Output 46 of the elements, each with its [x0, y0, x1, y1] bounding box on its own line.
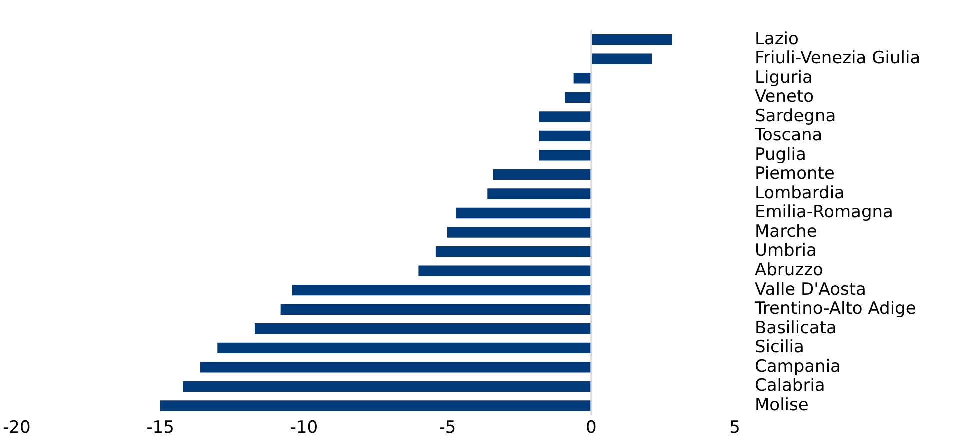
bar — [292, 285, 592, 296]
x-tick-label: -5 — [439, 418, 456, 438]
bar — [539, 130, 592, 142]
y-tick-label: Puglia — [755, 144, 806, 165]
y-tick-label: Lombardia — [755, 183, 845, 204]
y-tick-label: Veneto — [755, 87, 814, 108]
y-tick-label: Sardegna — [755, 106, 836, 126]
y-tick-label: Marche — [755, 222, 818, 242]
y-tick-label: Lazio — [755, 29, 799, 50]
y-tick-label: Piemonte — [755, 164, 835, 184]
bar — [591, 34, 672, 46]
bar — [488, 188, 592, 200]
bar — [493, 169, 592, 180]
bar — [539, 150, 592, 161]
y-tick-label: Friuli-Venezia Giulia — [755, 48, 921, 69]
bar — [591, 54, 652, 64]
bar — [565, 92, 592, 103]
y-tick-label: Molise — [755, 395, 809, 416]
y-tick-label: Emilia-Romagna — [755, 202, 894, 223]
y-tick-label: Calabria — [755, 376, 826, 396]
bar — [436, 246, 592, 258]
y-tick-label: Abruzzo — [755, 260, 824, 280]
y-tick-label: Umbria — [755, 241, 817, 262]
x-tick-label: 0 — [586, 418, 597, 438]
x-tick-label: -10 — [290, 418, 318, 438]
y-tick-label: Basilicata — [755, 318, 837, 338]
y-tick-label: Liguria — [755, 68, 813, 88]
y-tick-label: Toscana — [754, 126, 823, 146]
x-tick-label: -15 — [146, 418, 174, 438]
bar — [539, 112, 592, 122]
bar — [254, 324, 592, 334]
x-tick-label: 5 — [730, 418, 740, 438]
bar — [574, 73, 592, 84]
bar — [456, 208, 592, 219]
bar — [418, 266, 592, 276]
bar — [447, 227, 592, 238]
y-tick-label: Sicilia — [755, 338, 804, 358]
bar — [200, 362, 592, 373]
y-tick-label: Valle D'Aosta — [755, 280, 866, 300]
y-tick-label: Campania — [755, 356, 841, 377]
y-tick-label: Trentino-Alto Adige — [754, 299, 916, 320]
bar — [183, 381, 592, 392]
bar — [218, 342, 592, 354]
bar — [160, 400, 592, 412]
x-tick-label: -20 — [2, 418, 31, 438]
bar — [280, 304, 592, 315]
